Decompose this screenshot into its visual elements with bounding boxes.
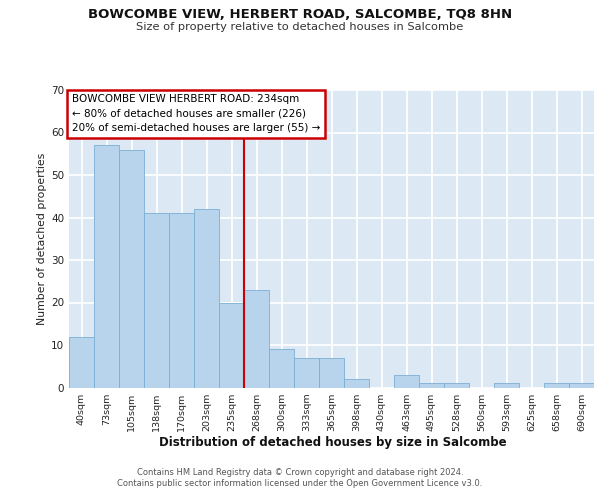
Bar	[569, 383, 594, 388]
Bar	[419, 383, 444, 388]
Bar	[269, 349, 294, 388]
Bar	[494, 383, 519, 388]
Bar	[294, 358, 319, 388]
Bar	[144, 213, 169, 388]
Bar	[444, 383, 469, 388]
Bar	[244, 290, 269, 388]
Bar	[344, 379, 369, 388]
Text: Size of property relative to detached houses in Salcombe: Size of property relative to detached ho…	[136, 22, 464, 32]
Bar	[219, 302, 244, 388]
Text: BOWCOMBE VIEW, HERBERT ROAD, SALCOMBE, TQ8 8HN: BOWCOMBE VIEW, HERBERT ROAD, SALCOMBE, T…	[88, 8, 512, 20]
Bar	[194, 209, 219, 388]
Text: Distribution of detached houses by size in Salcombe: Distribution of detached houses by size …	[159, 436, 507, 449]
Bar	[394, 375, 419, 388]
Bar	[94, 145, 119, 388]
Bar	[544, 383, 569, 388]
Text: Contains public sector information licensed under the Open Government Licence v3: Contains public sector information licen…	[118, 480, 482, 488]
Bar	[119, 150, 144, 388]
Text: Contains HM Land Registry data © Crown copyright and database right 2024.: Contains HM Land Registry data © Crown c…	[137, 468, 463, 477]
Bar	[169, 213, 194, 388]
Bar	[69, 336, 94, 388]
Bar	[319, 358, 344, 388]
Text: BOWCOMBE VIEW HERBERT ROAD: 234sqm
← 80% of detached houses are smaller (226)
20: BOWCOMBE VIEW HERBERT ROAD: 234sqm ← 80%…	[71, 94, 320, 134]
Y-axis label: Number of detached properties: Number of detached properties	[37, 152, 47, 325]
